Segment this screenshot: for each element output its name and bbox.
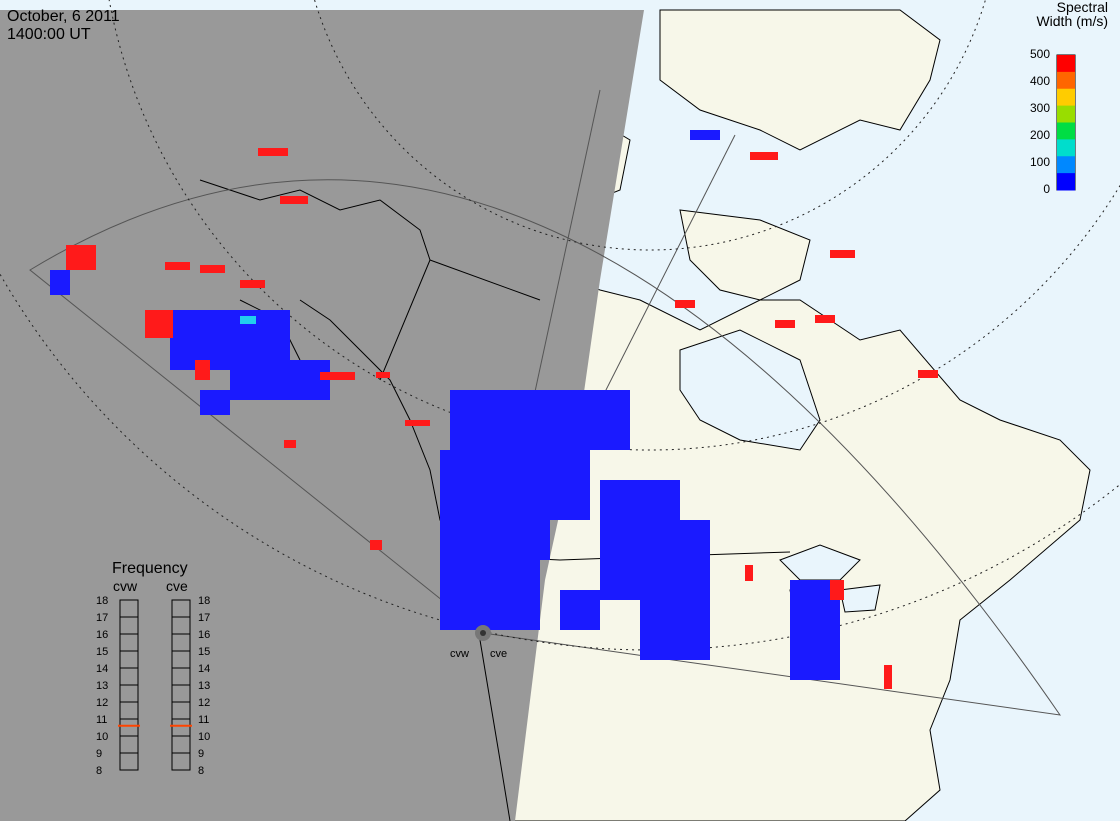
frequency-scale-label: 16 bbox=[96, 629, 108, 641]
scatter-cyan bbox=[240, 316, 256, 324]
frequency-scale-label: 12 bbox=[198, 697, 210, 709]
frequency-scale-label: 15 bbox=[198, 646, 210, 658]
frequency-scale-label: 9 bbox=[198, 748, 204, 760]
frequency-scale-label: 9 bbox=[96, 748, 102, 760]
frequency-scale-label: 12 bbox=[96, 697, 108, 709]
colorbar-swatch bbox=[1057, 122, 1075, 140]
map-date: October, 6 2011 bbox=[7, 8, 120, 25]
colorbar-swatch bbox=[1057, 71, 1075, 90]
frequency-scale-label: 11 bbox=[198, 714, 209, 726]
colorbar-swatch bbox=[1057, 156, 1075, 174]
colorbar-title-line2: Width (m/s) bbox=[1036, 13, 1108, 29]
frequency-scale-label: 10 bbox=[96, 731, 108, 743]
frequency-scale-label: 18 bbox=[96, 595, 108, 607]
frequency-panel: 18 18 17 17 16 16 15 15 14 14 13 13 12 12 11 11 10 10 9 9 8 8 bbox=[96, 595, 210, 777]
frequency-scale-label: 15 bbox=[96, 646, 108, 658]
frequency-scale-label: 13 bbox=[96, 680, 108, 692]
colorbar-title-line1: Spectral bbox=[1056, 0, 1108, 15]
frequency-scale-label: 8 bbox=[96, 765, 102, 777]
frequency-radar-cve: cve bbox=[166, 578, 188, 594]
colorbar-tick-label: 100 bbox=[1030, 155, 1050, 169]
site-label-cvw: cvw bbox=[450, 648, 469, 660]
colorbar-tick-label: 500 bbox=[1030, 47, 1050, 61]
frequency-scale-label: 10 bbox=[198, 731, 210, 743]
scatter-red bbox=[66, 148, 938, 689]
map-time: 1400:00 UT bbox=[7, 26, 91, 43]
colorbar-tick-label: 400 bbox=[1030, 74, 1050, 88]
frequency-radar-cvw: cvw bbox=[113, 578, 138, 594]
greenland-land bbox=[659, 9, 941, 151]
frequency-scale-label: 17 bbox=[198, 612, 210, 624]
hudson-bay bbox=[679, 329, 821, 451]
colorbar: 500 400 300 200 100 0 bbox=[1030, 47, 1076, 196]
frequency-title: Frequency bbox=[112, 560, 188, 577]
radar-sites bbox=[475, 625, 491, 641]
colorbar-tick-label: 0 bbox=[1043, 182, 1050, 196]
frequency-scale-label: 14 bbox=[96, 663, 108, 675]
frequency-scale-label: 16 bbox=[198, 629, 210, 641]
frequency-scale-label: 11 bbox=[96, 714, 107, 726]
site-label-cve: cve bbox=[490, 648, 508, 660]
colorbar-swatch bbox=[1057, 88, 1075, 107]
colorbar-ticks: 500 400 300 200 100 0 bbox=[1030, 47, 1050, 196]
frequency-scale-label: 14 bbox=[198, 663, 210, 675]
colorbar-tick-label: 300 bbox=[1030, 101, 1050, 115]
colorbar-swatch bbox=[1057, 105, 1075, 123]
colorbar-tick-label: 200 bbox=[1030, 128, 1050, 142]
scatter-blue bbox=[50, 130, 840, 680]
colorbar-swatch bbox=[1057, 55, 1075, 73]
frequency-scale-label: 18 bbox=[198, 595, 210, 607]
baffin-island bbox=[679, 209, 811, 301]
frequency-scale-label: 8 bbox=[198, 765, 204, 777]
colorbar-swatch bbox=[1057, 173, 1075, 191]
frequency-scale-label: 13 bbox=[198, 680, 210, 692]
colorbar-swatch bbox=[1057, 139, 1075, 157]
frequency-scale-label: 17 bbox=[96, 612, 108, 624]
